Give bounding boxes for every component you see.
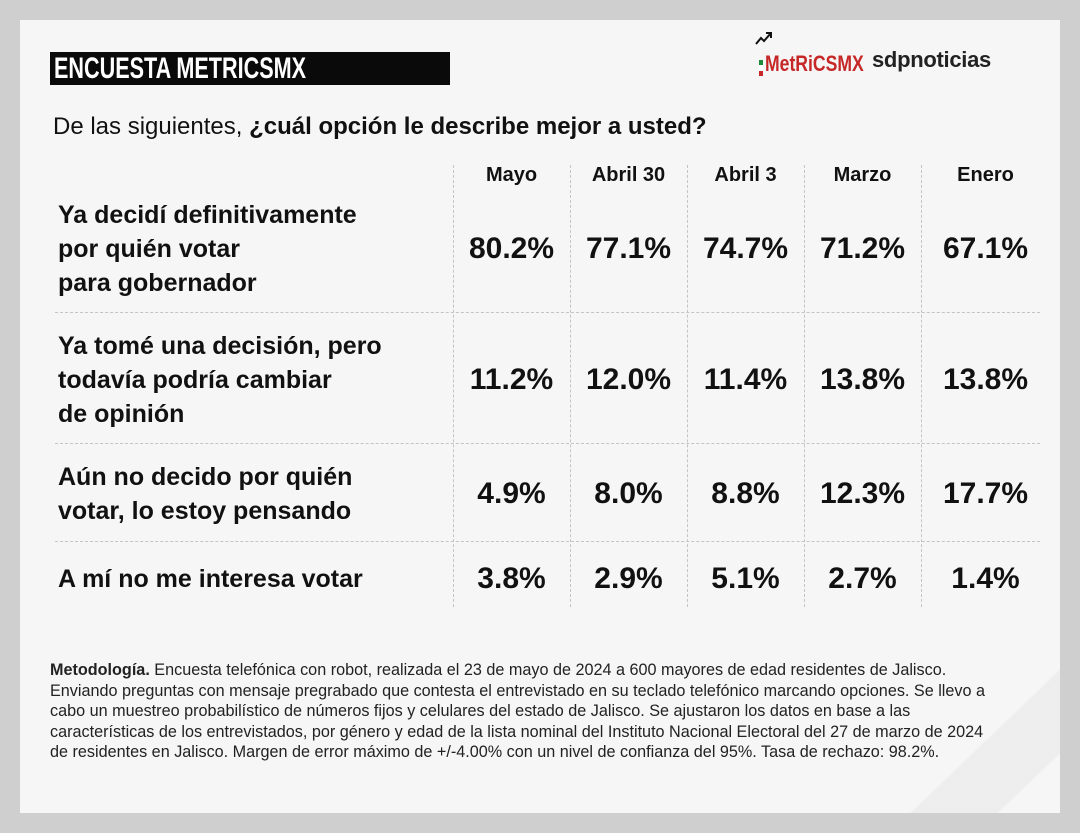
- row-label: Ya decidí definitivamente por quién votar…: [58, 198, 448, 300]
- row-label-line: votar, lo estoy pensando: [58, 497, 352, 525]
- value-cell: 2.9%: [594, 562, 663, 595]
- column-header: Mayo: [485, 164, 538, 186]
- sdpnoticias-logo: sdpnoticias: [872, 47, 991, 72]
- value-cell: 8.0%: [594, 477, 663, 510]
- value-cell: 8.8%: [711, 477, 780, 510]
- value-cell: 11.4%: [703, 363, 788, 396]
- value-cell: 67.1%: [942, 232, 1029, 265]
- question: De las siguientes, ¿cuál opción le descr…: [53, 113, 707, 141]
- row-label-line: por quién votar: [58, 235, 240, 263]
- survey-title-text: ENCUESTA METRICSMX: [54, 52, 307, 85]
- row-label-line: todavía podría cambiar: [58, 366, 332, 394]
- value-cell: 71.2%: [819, 232, 906, 265]
- value-cell: 13.8%: [819, 363, 906, 396]
- row-label-line: Ya tomé una decisión, pero: [58, 332, 382, 360]
- row-label: Aún no decido por quién votar, lo estoy p…: [58, 460, 448, 528]
- infographic-card: ENCUESTA METRICSMX MetRiCSMX sdpnoticias…: [20, 20, 1060, 813]
- value-cell: 80.2%: [468, 232, 555, 265]
- column-divider: [453, 165, 454, 607]
- value-cell: 77.1%: [585, 232, 672, 265]
- row-divider: [55, 312, 1040, 313]
- metricsmx-logo-text: MetRiCSMX: [765, 51, 864, 76]
- value-cell: 74.7%: [702, 232, 789, 265]
- column-header: Abril 3: [714, 164, 777, 186]
- row-label-line: Aún no decido por quién: [58, 463, 353, 491]
- value-cell: 3.8%: [477, 562, 546, 595]
- trend-arrow-icon: [755, 32, 772, 45]
- value-cell: 1.4%: [951, 562, 1020, 595]
- value-cell: 12.3%: [819, 477, 906, 510]
- value-cell: 11.2%: [469, 363, 554, 396]
- question-bold: ¿cuál opción le describe mejor a usted?: [249, 113, 707, 140]
- column-divider: [687, 165, 688, 607]
- column-divider: [921, 165, 922, 607]
- row-label-line: Ya decidí definitivamente: [58, 201, 357, 229]
- row-label: Ya tomé una decisión, pero todavía podría…: [58, 329, 448, 431]
- flag-icon: [759, 60, 763, 76]
- column-divider: [804, 165, 805, 607]
- row-label: A mí no me interesa votar: [58, 562, 448, 596]
- value-cell: 5.1%: [711, 562, 780, 595]
- metricsmx-logo: MetRiCSMX: [755, 32, 885, 76]
- row-label-line: para gobernador: [58, 269, 257, 297]
- column-header: Abril 30: [591, 164, 666, 186]
- survey-title: ENCUESTA METRICSMX: [50, 52, 450, 85]
- row-divider: [55, 443, 1040, 444]
- column-header: Enero: [957, 164, 1014, 186]
- question-prefix: De las siguientes,: [53, 113, 250, 140]
- column-divider: [570, 165, 571, 607]
- row-divider: [55, 541, 1040, 542]
- value-cell: 2.7%: [828, 562, 897, 595]
- value-cell: 4.9%: [477, 477, 546, 510]
- value-cell: 12.0%: [585, 363, 672, 396]
- methodology-label: Metodología.: [50, 661, 150, 679]
- value-cell: 13.8%: [942, 363, 1029, 396]
- value-cell: 17.7%: [942, 477, 1029, 510]
- methodology-text: Encuesta telefónica con robot, realizada…: [50, 661, 985, 762]
- row-label-line: A mí no me interesa votar: [58, 565, 363, 593]
- column-header: Marzo: [833, 164, 892, 186]
- row-label-line: de opinión: [58, 400, 185, 428]
- methodology: Metodología. Encuesta telefónica con rob…: [50, 660, 990, 763]
